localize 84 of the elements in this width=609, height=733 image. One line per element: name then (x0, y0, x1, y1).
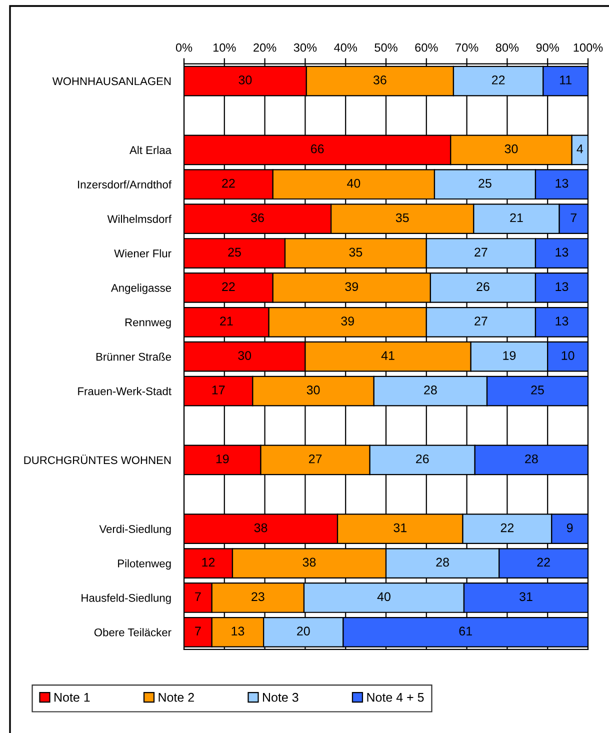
data-label: 7 (195, 592, 201, 601)
legend-label: Note 1 (54, 693, 90, 702)
legend-label: Note 4 + 5 (367, 693, 424, 702)
data-label: 26 (476, 282, 490, 292)
x-tick-label: 30% (294, 43, 317, 52)
x-tick-label: 0% (176, 43, 192, 52)
data-label: 22 (500, 523, 514, 532)
data-label: 21 (220, 316, 233, 326)
y-tick-label: WOHNHAUSANLAGEN (52, 77, 171, 86)
data-label: 7 (570, 213, 577, 222)
x-tick-label: 100% (574, 43, 603, 52)
x-tick-label: 20% (254, 43, 276, 52)
data-label: 30 (238, 351, 252, 360)
data-label: 61 (459, 626, 472, 636)
data-label: 36 (251, 213, 264, 222)
y-tick-label: Brünner Straße (96, 352, 172, 361)
data-label: 35 (349, 248, 362, 257)
data-label: 22 (222, 178, 235, 188)
data-label: 27 (308, 454, 322, 464)
data-label: 30 (238, 76, 252, 84)
y-tick-label: Inzersdorf/Arndthof (78, 180, 172, 188)
data-label: 27 (474, 316, 488, 326)
data-label: 30 (306, 386, 320, 394)
data-label: 31 (520, 592, 532, 602)
data-label: 38 (254, 523, 268, 532)
data-label: 13 (556, 178, 568, 188)
data-label: 11 (560, 76, 572, 84)
data-label: 28 (424, 386, 437, 394)
data-label: 35 (396, 213, 409, 222)
y-tick-label: Wiener Flur (114, 249, 172, 258)
data-label: 25 (478, 178, 492, 188)
data-label: 40 (377, 592, 390, 602)
data-label: 7 (195, 626, 201, 636)
data-label: 20 (297, 626, 310, 636)
data-label: 21 (510, 213, 523, 222)
y-tick-label: Obere Teiläcker (94, 628, 172, 636)
y-tick-label: Pilotenweg (118, 559, 171, 570)
y-tick-label: Alt Erlaa (130, 146, 172, 154)
data-label: 4 (576, 144, 584, 154)
data-label: 22 (537, 558, 550, 567)
data-label: 17 (212, 386, 225, 394)
data-label: 40 (347, 178, 360, 188)
data-label: 39 (341, 316, 354, 326)
x-tick-label: 60% (415, 43, 438, 52)
y-tick-label: DURCHGRÜNTES WOHNEN (24, 454, 171, 464)
y-tick-label: Wilhelmsdorf (107, 214, 172, 223)
x-tick-label: 40% (334, 43, 357, 52)
data-label: 66 (311, 144, 324, 154)
data-label: 9 (566, 523, 573, 532)
x-tick-label: 10% (213, 43, 236, 52)
y-tick-label: Verdi-Siedlung (99, 524, 171, 536)
data-label: 28 (525, 454, 538, 464)
data-label: 39 (345, 282, 358, 292)
data-label: 12 (202, 558, 215, 567)
data-label: 27 (474, 248, 488, 256)
data-label: 13 (232, 626, 244, 636)
data-label: 19 (216, 454, 229, 464)
data-label: 23 (252, 592, 264, 602)
x-tick-label: 70% (456, 43, 478, 52)
data-label: 22 (222, 282, 235, 291)
data-label: 28 (436, 558, 449, 567)
data-label: 38 (302, 558, 316, 567)
x-tick-label: 90% (536, 43, 559, 52)
y-tick-label: Frauen-Werk-Stadt (78, 387, 172, 396)
data-label: 10 (562, 351, 574, 360)
data-label: 31 (394, 523, 406, 532)
x-tick-label: 80% (496, 43, 519, 52)
data-label: 26 (416, 454, 429, 464)
data-label: 25 (531, 386, 544, 394)
data-label: 13 (556, 282, 568, 292)
data-label: 13 (556, 248, 568, 257)
y-tick-label: Rennweg (125, 318, 171, 328)
data-label: 25 (228, 248, 241, 257)
legend-label: Note 3 (263, 692, 298, 702)
x-tick-label: 50% (374, 43, 398, 52)
legend-label: Note 2 (158, 692, 194, 702)
y-tick-label: Hausfeld-Siedlung (82, 594, 171, 604)
y-tick-label: Angeligasse (110, 284, 172, 294)
data-label: 22 (492, 76, 505, 84)
data-label: 19 (503, 351, 516, 360)
data-label: 41 (381, 351, 394, 360)
data-label: 36 (373, 76, 386, 84)
data-label: 30 (504, 144, 518, 154)
data-label: 13 (556, 316, 568, 326)
